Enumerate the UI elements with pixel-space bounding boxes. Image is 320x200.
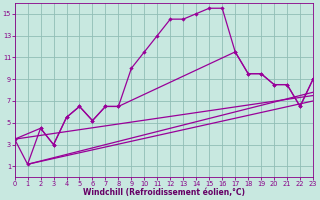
X-axis label: Windchill (Refroidissement éolien,°C): Windchill (Refroidissement éolien,°C) bbox=[83, 188, 245, 197]
